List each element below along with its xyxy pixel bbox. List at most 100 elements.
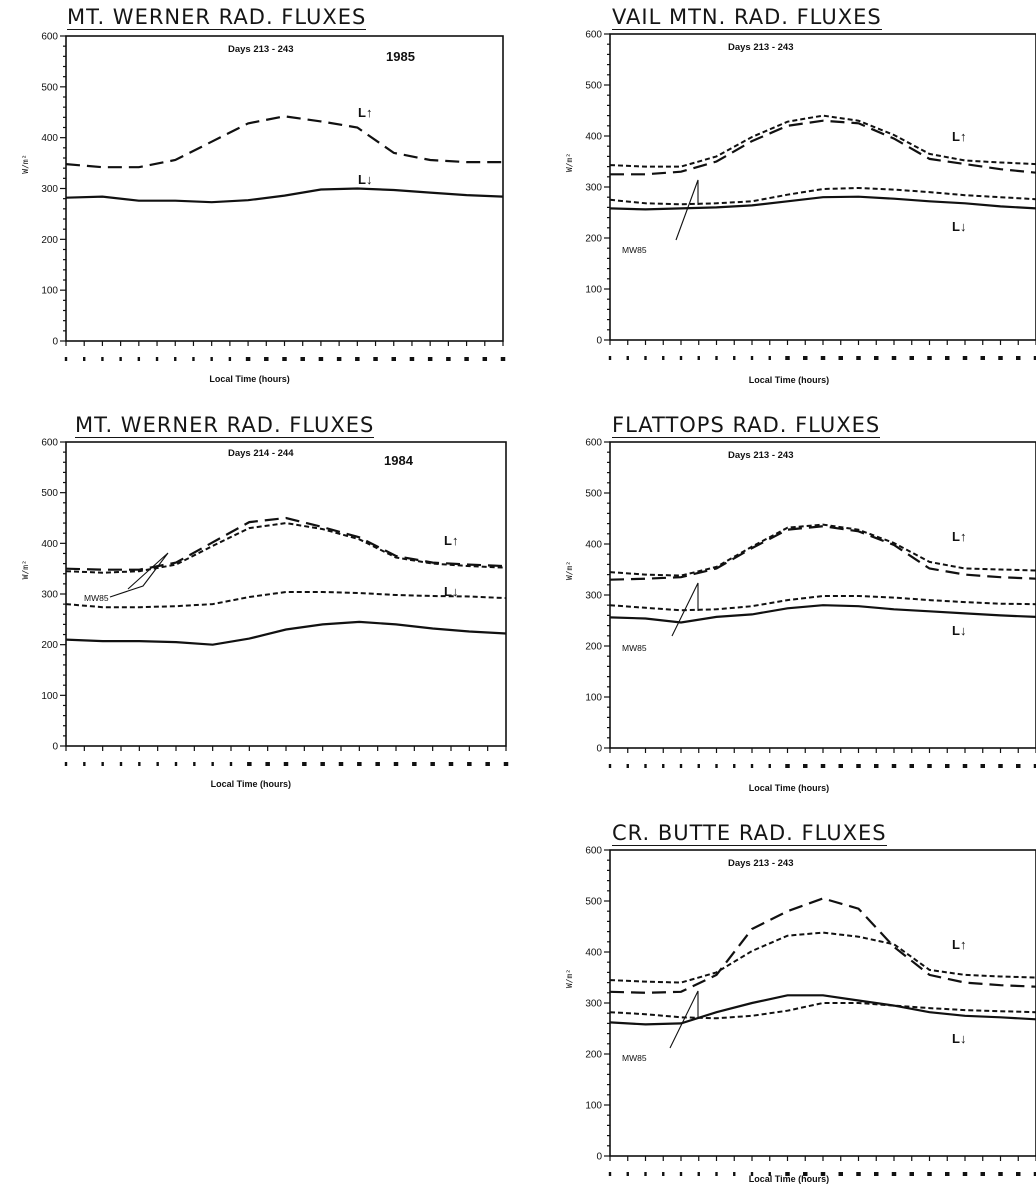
- x-tick-label: [750, 764, 754, 768]
- chart-plot: 0 100 200 300 400 500 600 Days 213 - 243 Local T…: [565, 846, 1036, 1184]
- y-axis-label: W/m²: [565, 153, 574, 172]
- x-tick-label: [1016, 1172, 1021, 1176]
- x-tick-label: [697, 356, 700, 360]
- chart-plot: 0 100 200 300 400 500 600 Days 214 - 244 1984 Loc…: [21, 438, 509, 789]
- x-tick-label: [373, 357, 378, 361]
- x-tick-label: [375, 762, 380, 766]
- x-tick-label: [838, 764, 843, 768]
- chart-title: FLATTOPS RAD. FLUXES: [612, 413, 881, 438]
- y-tick-label: 500: [41, 488, 58, 499]
- y-axis-label: W/m²: [565, 969, 574, 988]
- x-tick-label: [1033, 356, 1036, 360]
- y-tick-label: 500: [41, 82, 58, 93]
- days-label: Days 213 - 243: [728, 858, 794, 869]
- x-tick-label: [393, 762, 399, 766]
- y-tick-label: 400: [41, 133, 58, 144]
- plot-frame: [609, 441, 1036, 749]
- x-tick-label: [119, 357, 122, 361]
- x-tick-label: [156, 762, 159, 766]
- x-tick-label: [448, 762, 454, 766]
- annotation-label: MW85: [622, 643, 647, 653]
- x-tick-label: [697, 1172, 700, 1176]
- y-tick-label: 300: [41, 590, 58, 601]
- x-tick-label: [962, 764, 968, 768]
- chart-plot: 0 100 200 300 400 500 600 Days 213 - 243 Local T…: [565, 438, 1036, 793]
- x-tick-label: [927, 356, 932, 360]
- y-tick-label: 200: [585, 1050, 602, 1061]
- annotation-label: MW85: [622, 245, 647, 255]
- series-line: [609, 1002, 1036, 1020]
- x-tick-label: [155, 357, 159, 361]
- x-tick-label: [247, 762, 252, 766]
- x-tick-label: [64, 762, 68, 766]
- x-tick-label: [1016, 356, 1021, 360]
- x-tick-label: [820, 356, 826, 360]
- y-tick-label: 300: [585, 591, 602, 602]
- plot-frame: [65, 441, 507, 747]
- x-tick-label: [715, 356, 718, 360]
- x-tick-label: [1033, 1172, 1036, 1176]
- x-tick-label: [83, 357, 86, 361]
- y-axis-label: W/m²: [21, 560, 30, 579]
- y-tick-label: 500: [585, 489, 602, 500]
- chart-title: CR. BUTTE RAD. FLUXES: [612, 821, 887, 846]
- series-line: [65, 591, 507, 609]
- x-tick-label: [909, 764, 914, 768]
- x-axis-label: Local Time (hours): [749, 375, 829, 385]
- x-tick-label: [980, 1172, 985, 1176]
- x-axis-label: Local Time (hours): [209, 374, 289, 384]
- x-tick-label: [192, 357, 195, 361]
- x-tick-label: [265, 762, 270, 766]
- x-tick-label: [945, 356, 950, 360]
- x-tick-label: [874, 356, 879, 360]
- x-tick-label: [874, 764, 879, 768]
- chart-title: MT. WERNER RAD. FLUXES: [75, 413, 375, 438]
- plot-frame: [609, 33, 1036, 341]
- x-tick-label: [101, 762, 104, 766]
- chart-plot: 0 100 200 300 400 500 600 Days 213 - 243 Local T…: [565, 30, 1036, 385]
- x-tick-label: [467, 762, 472, 766]
- y-tick-label: 400: [585, 540, 602, 551]
- series-line: [610, 119, 1036, 176]
- x-axis-label: Local Time (hours): [749, 783, 829, 793]
- plot-frame: [65, 35, 504, 342]
- y-tick-label: 0: [596, 744, 602, 755]
- x-tick-label: [856, 764, 861, 768]
- x-tick-label: [662, 1172, 665, 1176]
- x-tick-label: [998, 356, 1003, 360]
- x-tick-label: [768, 764, 771, 768]
- series-line: [609, 195, 1036, 211]
- series-label: L↓: [952, 623, 966, 638]
- x-tick-label: [228, 357, 232, 361]
- x-tick-label: [355, 357, 360, 361]
- x-tick-label: [644, 764, 647, 768]
- year-label: 1984: [384, 453, 414, 468]
- x-tick-label: [662, 764, 665, 768]
- x-tick-label: [1016, 764, 1021, 768]
- x-tick-label: [211, 762, 214, 766]
- x-tick-label: [662, 356, 665, 360]
- y-tick-label: 0: [52, 337, 58, 348]
- x-tick-label: [679, 1172, 683, 1176]
- days-label: Days 213 - 243: [228, 44, 294, 55]
- x-tick-label: [785, 764, 790, 768]
- x-tick-label: [856, 1172, 861, 1176]
- x-tick-label: [733, 356, 736, 360]
- x-tick-label: [856, 356, 861, 360]
- x-tick-label: [464, 357, 469, 361]
- x-tick-label: [644, 356, 647, 360]
- y-tick-label: 200: [41, 640, 58, 651]
- x-tick-label: [626, 1172, 629, 1176]
- annotation-leader: [675, 179, 699, 241]
- x-tick-label: [891, 356, 897, 360]
- x-tick-label: [927, 764, 932, 768]
- series-line: [65, 522, 507, 574]
- days-label: Days 213 - 243: [728, 42, 794, 53]
- x-tick-label: [945, 1172, 950, 1176]
- series-line: [65, 115, 503, 169]
- x-tick-label: [391, 357, 396, 361]
- x-tick-label: [119, 762, 123, 766]
- y-tick-label: 600: [585, 438, 602, 449]
- series-label: L↑: [952, 937, 966, 952]
- series-label: L↓: [952, 1031, 966, 1046]
